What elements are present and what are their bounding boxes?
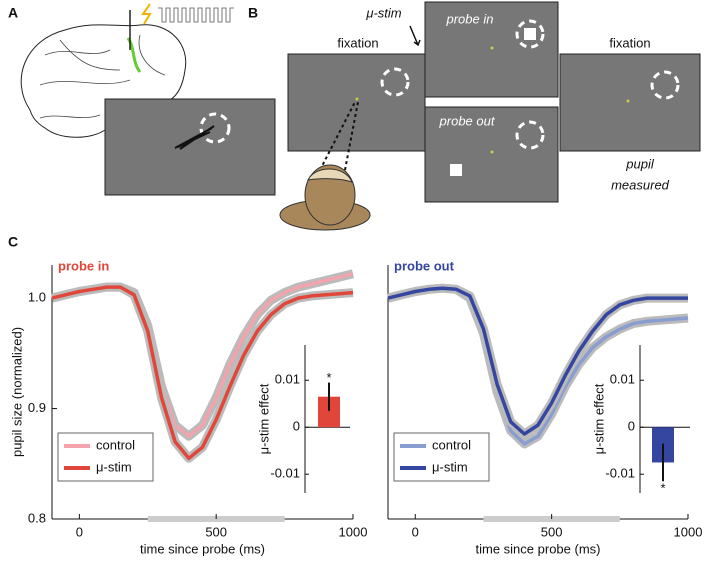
x-tick-label: 0	[412, 524, 419, 539]
saccade-traces	[174, 125, 215, 150]
legend-label: control	[432, 437, 471, 452]
y-tick-label: -0.01	[605, 466, 635, 481]
screen	[104, 98, 276, 196]
line	[387, 286, 688, 436]
chart-title: probe in	[58, 258, 109, 273]
screen	[287, 53, 426, 152]
fixation-point	[355, 97, 359, 101]
fixation-point	[626, 99, 630, 103]
receptive-field	[199, 112, 231, 144]
screen	[559, 53, 701, 152]
panel-label: B	[248, 5, 258, 21]
legend-box	[57, 432, 154, 482]
y-tick-label: -0.01	[270, 466, 300, 481]
significance-star: *	[660, 481, 665, 496]
pulse-train	[158, 7, 234, 23]
x-tick-label: 0	[76, 524, 83, 539]
legend-label: control	[96, 437, 135, 452]
stim-label: μ-stim	[365, 5, 401, 20]
bar	[318, 396, 340, 428]
brain-sulci	[39, 34, 166, 119]
stim-bolt	[141, 3, 152, 25]
receptive-field	[650, 70, 680, 100]
chart-title: probe out	[394, 258, 455, 273]
probe-in-label: probe in	[446, 11, 494, 26]
legend-box	[393, 432, 490, 482]
fixation-label: fixation	[609, 35, 650, 50]
y-tick-label: 0	[293, 419, 300, 434]
x-tick-label: 1000	[339, 524, 368, 539]
brain	[20, 24, 187, 138]
fixation-point	[490, 150, 494, 154]
y-tick-label: 0.8	[28, 510, 46, 525]
x-axis-label: time since probe (ms)	[140, 541, 265, 556]
y-axis-label: pupil size (normalized)	[9, 327, 24, 457]
y-tick-label: 0	[628, 419, 635, 434]
pupil-label: measured	[611, 177, 670, 192]
stim-arrow	[409, 25, 421, 47]
gaze-lines	[319, 101, 359, 171]
probe-out-label: probe out	[439, 113, 496, 128]
sem-band	[386, 283, 688, 439]
fixation-label: fixation	[337, 35, 378, 50]
panel-label: C	[8, 234, 18, 250]
y-tick-label: 0.01	[275, 372, 300, 387]
y-axis-label: μ-stim effect	[591, 383, 606, 454]
probe	[524, 28, 536, 40]
panel-label: A	[8, 5, 18, 21]
pupil-label: pupil	[625, 156, 655, 171]
fixation-point	[490, 46, 494, 50]
y-tick-label: 1.0	[28, 290, 46, 305]
face	[307, 168, 353, 183]
receptive-field	[515, 19, 545, 49]
x-axis-label: time since probe (ms)	[476, 541, 601, 556]
legend-label: μ-stim	[96, 459, 132, 474]
line	[51, 285, 354, 461]
x-tick-label: 500	[205, 524, 227, 539]
significance-star: *	[326, 370, 331, 385]
receptive-field	[515, 120, 545, 150]
x-tick-label: 500	[541, 524, 563, 539]
charts: 0 500 1000 0.8 0.9 1.0 probe in time since prob…	[9, 258, 702, 556]
x-tick-label: 1000	[674, 524, 703, 539]
y-axis-label: μ-stim effect	[256, 383, 271, 454]
screen	[424, 1, 559, 98]
y-tick-label: 0.9	[28, 400, 46, 415]
y-tick-label: 0.01	[610, 372, 635, 387]
receptive-field	[380, 67, 410, 97]
legend-label: μ-stim	[432, 459, 468, 474]
probe	[450, 164, 462, 176]
